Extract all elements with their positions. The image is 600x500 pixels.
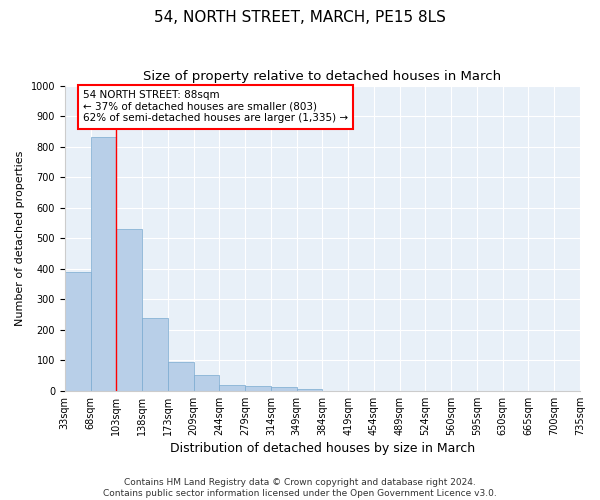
Bar bbox=[116, 229, 142, 391]
Bar bbox=[220, 386, 245, 391]
Bar bbox=[168, 362, 194, 391]
Title: Size of property relative to detached houses in March: Size of property relative to detached ho… bbox=[143, 70, 502, 83]
Y-axis label: Number of detached properties: Number of detached properties bbox=[15, 150, 25, 326]
Bar bbox=[91, 138, 116, 391]
Text: 54 NORTH STREET: 88sqm
← 37% of detached houses are smaller (803)
62% of semi-de: 54 NORTH STREET: 88sqm ← 37% of detached… bbox=[83, 90, 348, 124]
Text: 54, NORTH STREET, MARCH, PE15 8LS: 54, NORTH STREET, MARCH, PE15 8LS bbox=[154, 10, 446, 25]
Bar bbox=[194, 375, 220, 391]
Bar bbox=[245, 386, 271, 391]
Bar bbox=[142, 318, 168, 391]
Bar bbox=[65, 272, 91, 391]
X-axis label: Distribution of detached houses by size in March: Distribution of detached houses by size … bbox=[170, 442, 475, 455]
Text: Contains HM Land Registry data © Crown copyright and database right 2024.
Contai: Contains HM Land Registry data © Crown c… bbox=[103, 478, 497, 498]
Bar bbox=[271, 387, 296, 391]
Bar bbox=[296, 390, 322, 391]
